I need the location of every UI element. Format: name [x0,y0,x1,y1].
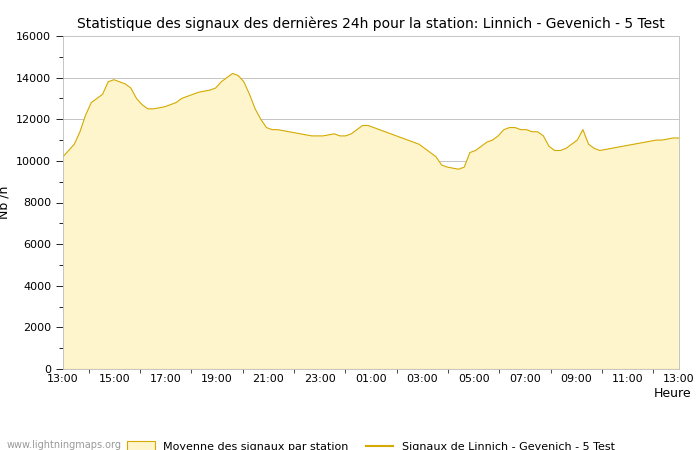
Legend: Moyenne des signaux par station, Signaux de Linnich - Gevenich - 5 Test: Moyenne des signaux par station, Signaux… [122,436,620,450]
Text: www.lightningmaps.org: www.lightningmaps.org [7,440,122,450]
Title: Statistique des signaux des dernières 24h pour la station: Linnich - Gevenich - : Statistique des signaux des dernières 24… [77,16,665,31]
Y-axis label: Nb /h: Nb /h [0,186,10,219]
X-axis label: Heure: Heure [654,387,692,400]
